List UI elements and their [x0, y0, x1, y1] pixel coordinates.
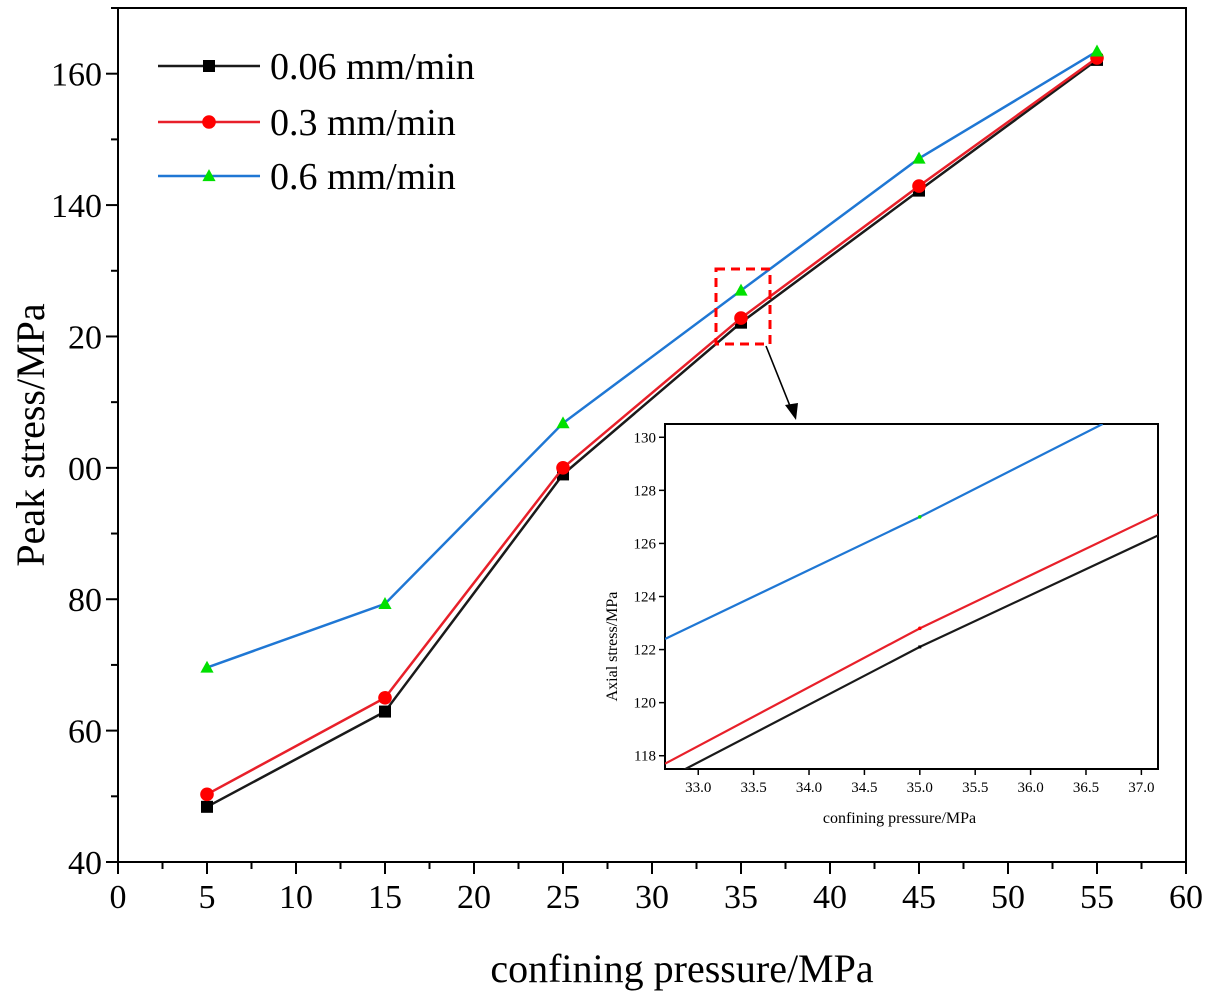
legend-label: 0.06 mm/min: [270, 46, 475, 88]
inset-series-group: [665, 424, 1158, 769]
x-axis-title: confining pressure/MPa: [490, 946, 874, 991]
inset-x-tick-label: 35.0: [907, 780, 933, 796]
inset-x-tick-label: 33.0: [685, 780, 711, 796]
y-tick-label: 40: [68, 845, 102, 882]
legend-item: 0.3 mm/min: [158, 102, 456, 144]
x-tick-label: 40: [813, 879, 847, 916]
marker-triangle: [556, 416, 570, 429]
x-tick-label: 45: [902, 879, 936, 916]
legend-item: 0.6 mm/min: [158, 156, 456, 198]
marker-triangle: [378, 596, 392, 609]
inset-x-tick-label: 34.5: [851, 780, 877, 796]
inset-x-tick-label: 36.0: [1017, 780, 1043, 796]
inset-x-tick-label: 36.5: [1073, 780, 1099, 796]
inset-marker-triangle: [918, 515, 922, 519]
inset-x-tick-label: 33.5: [741, 780, 767, 796]
x-tick-label: 60: [1169, 879, 1203, 916]
inset-y-tick-label: 118: [634, 749, 656, 765]
x-tick-label: 20: [457, 879, 491, 916]
inset-x-axis-title: confining pressure/MPa: [823, 810, 976, 827]
marker-circle: [734, 311, 748, 325]
series-line: [206, 50, 1098, 669]
inset-x-tick-label: 34.0: [796, 780, 822, 796]
series-line: [206, 56, 1098, 796]
x-tick-label: 15: [368, 879, 402, 916]
series-0-3-mm-min: [200, 51, 1104, 802]
x-tick-label: 35: [724, 879, 758, 916]
marker-triangle: [912, 151, 926, 164]
zoom-arrow: [765, 345, 798, 420]
inset-y-tick-label: 124: [634, 590, 657, 606]
legend-item: 0.06 mm/min: [158, 46, 475, 88]
y-tick-label: 60: [68, 714, 102, 751]
y-axis-title: Peak stress/MPa: [8, 303, 53, 567]
inset-y-tick-label: 130: [634, 430, 657, 446]
legend-label: 0.3 mm/min: [270, 102, 456, 144]
inset-plot: 33.0 33.5 34.0 34.5 35.0 35.5 36.0 36.5 37.0 118 1…: [604, 423, 1159, 827]
marker-circle: [200, 787, 214, 802]
inset-frame: [664, 423, 1159, 770]
y-tick-label: 20: [68, 319, 102, 356]
marker-triangle: [202, 169, 216, 182]
marker-triangle: [1090, 44, 1104, 57]
y-tick-label: 160: [51, 57, 102, 94]
y-tick-label: 80: [68, 582, 102, 619]
inset-marker-circle: [918, 626, 922, 631]
main-plot: 0 5 10 15 20 25 30 35 40 45 50 55 60 40 60 80 00 20 140 160…: [8, 7, 1203, 991]
y-tick-label: 140: [51, 188, 102, 225]
inset-y-axis-title: Axial stress/MPa: [604, 592, 621, 702]
inset-y-tick-label: 126: [634, 536, 657, 552]
marker-square: [379, 705, 391, 718]
marker-square: [201, 800, 213, 813]
x-tick-label: 10: [279, 879, 313, 916]
inset-y-tick-label: 128: [634, 483, 657, 499]
x-tick-label: 5: [199, 879, 216, 916]
x-tick-label: 50: [991, 879, 1025, 916]
marker-circle: [912, 179, 926, 193]
x-tick-label: 0: [110, 879, 127, 916]
marker-triangle: [734, 283, 748, 296]
legend: 0.06 mm/min 0.3 mm/min 0.6 mm/min: [158, 46, 475, 198]
marker-square: [203, 60, 215, 72]
inset-y-tick-label: 120: [634, 696, 657, 712]
series-0-6-mm-min: [200, 44, 1104, 673]
marker-circle: [378, 690, 392, 705]
inset-y-tick-label: 122: [634, 643, 657, 659]
x-tick-label: 30: [635, 879, 669, 916]
x-tick-label: 25: [546, 879, 580, 916]
inset-x-tick-label: 37.0: [1128, 780, 1154, 796]
inset-marker-square: [918, 645, 922, 649]
marker-triangle: [200, 660, 214, 673]
marker-circle: [202, 115, 216, 129]
zoom-region-box: [714, 267, 772, 346]
series-line: [206, 58, 1098, 808]
marker-circle: [556, 461, 570, 475]
y-tick-label: 00: [68, 451, 102, 488]
legend-label: 0.6 mm/min: [270, 156, 456, 198]
inset-x-tick-label: 35.5: [962, 780, 988, 796]
x-tick-label: 55: [1080, 879, 1114, 916]
